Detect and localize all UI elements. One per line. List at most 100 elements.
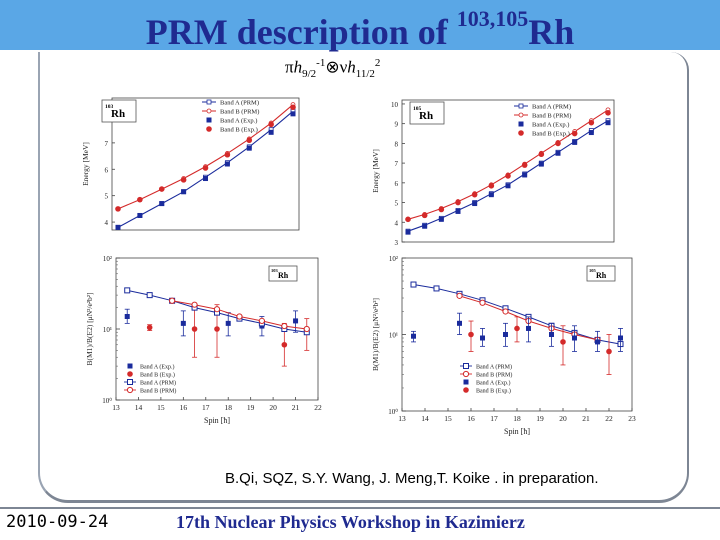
legend-label: Band A (PRM) (140, 380, 176, 387)
y-tick-label: 7 (105, 140, 109, 148)
legend-marker (463, 379, 469, 385)
legend-marker (126, 386, 134, 394)
legend-item: Band A (Exp.) (206, 117, 257, 125)
legend-marker (463, 387, 469, 393)
data-point (526, 325, 531, 331)
series-band-a-exp (405, 120, 611, 235)
badge-element: Rh (278, 271, 289, 280)
exp-point (571, 130, 578, 137)
x-tick-label: 16 (467, 414, 475, 423)
exp-point (203, 176, 208, 182)
series-line (413, 284, 621, 345)
exp-point (438, 216, 444, 222)
legend-label: Band B (Exp.) (220, 127, 258, 134)
data-point (293, 318, 299, 324)
legend-label: Band A (PRM) (220, 100, 259, 107)
y-axis-label: Energy [MeV] (371, 149, 380, 193)
exp-point (421, 212, 428, 219)
data-point (258, 317, 265, 325)
exp-point (455, 199, 461, 206)
legend-label: Band A (Exp.) (220, 118, 257, 125)
series-band-b-exp (115, 104, 296, 212)
badge-element: Rh (419, 110, 433, 122)
citation: B.Qi, SQZ, S.Y. Wang, J. Meng,T. Koike .… (225, 470, 599, 487)
y-tick-label: 9 (395, 121, 399, 129)
y-tick-label: 10⁰ (102, 397, 112, 405)
series-band-b-exp (405, 110, 611, 223)
exp-point (268, 121, 274, 128)
title-bar (0, 0, 720, 50)
data-point (514, 325, 520, 332)
legend-item: Band A (Exp.) (463, 379, 511, 387)
badge-box (586, 265, 616, 282)
data-point (303, 325, 310, 333)
exp-point (505, 173, 511, 179)
exp-point (246, 137, 253, 144)
exp-point (246, 145, 252, 151)
legend-item: Band B (Exp.) (127, 371, 175, 379)
badge-mass: 105 (589, 268, 597, 273)
data-point (213, 306, 221, 313)
y-tick-label: 4 (395, 219, 399, 227)
legend-item: Band B (PRM) (124, 386, 176, 395)
series-band-b-exp (146, 304, 310, 367)
data-point (606, 348, 612, 355)
x-tick-label: 18 (513, 414, 521, 423)
legend: Band A (PRM)Band B (PRM)Band A (Exp.)Ban… (460, 363, 512, 395)
data-point (456, 292, 463, 299)
content-frame (38, 52, 689, 503)
y-tick-label: 8 (395, 140, 399, 148)
data-point (468, 331, 474, 338)
y-tick-label: 4 (105, 219, 109, 227)
y-tick-label: 10⁰ (388, 408, 398, 416)
legend-marker (518, 112, 524, 118)
legend-item: Band B (Exp.) (463, 387, 511, 395)
legend-label: Band B (Exp.) (476, 388, 511, 395)
series-band-b-exp (468, 316, 612, 375)
formula-nu: ν (339, 57, 348, 77)
y-axis-label: B(M1)/B(E2) [μN²/e²b²] (371, 298, 380, 371)
y-tick-label: 10 (391, 101, 399, 109)
footer-workshop: 17th Nuclear Physics Workshop in Kazimie… (176, 512, 525, 532)
data-point (169, 297, 176, 304)
data-point (146, 292, 153, 299)
legend-label: Band B (PRM) (140, 388, 176, 395)
exp-point (158, 186, 165, 192)
exp-point (224, 161, 230, 167)
legend-marker (127, 379, 133, 385)
data-point (480, 335, 485, 341)
legend-item: Band B (PRM) (514, 113, 571, 120)
data-point (410, 281, 417, 288)
x-tick-label: 23 (628, 414, 636, 423)
data-point (411, 333, 416, 339)
data-point (572, 335, 577, 341)
exp-point (422, 223, 428, 229)
legend-marker (206, 108, 212, 114)
data-point (124, 313, 130, 319)
exp-point (472, 201, 478, 207)
data-point (191, 301, 198, 308)
y-tick-label: 6 (105, 166, 109, 174)
exp-point (290, 104, 296, 111)
x-tick-label: 17 (202, 403, 210, 412)
data-point (502, 308, 509, 315)
data-point (281, 341, 288, 348)
x-tick-label: 15 (157, 403, 165, 412)
legend: Band A (PRM)Band B (PRM)Band A (Exp.)Ban… (514, 104, 571, 138)
data-point (214, 326, 220, 332)
data-point (595, 339, 600, 345)
legend-item: Band B (PRM) (202, 109, 259, 116)
x-tick-label: 19 (247, 403, 255, 412)
formula-sub2: 11/2 (355, 68, 375, 81)
y-tick-label: 10² (389, 255, 398, 263)
exp-point (455, 208, 461, 214)
legend-label: Band A (Exp.) (476, 380, 511, 387)
exp-point (137, 212, 143, 218)
y-tick-label: 6 (395, 180, 399, 188)
legend-marker (206, 99, 212, 105)
